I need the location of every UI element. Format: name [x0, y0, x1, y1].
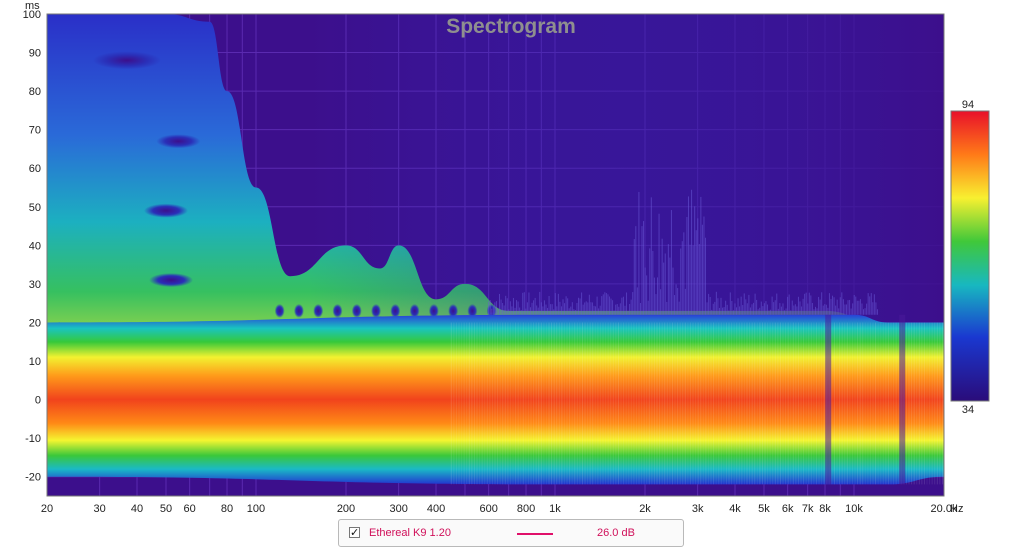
null-spot: [448, 303, 459, 318]
x-tick-label: 10k: [845, 503, 863, 515]
y-tick-label: 100: [23, 9, 41, 21]
x-tick-label: 600: [479, 503, 497, 515]
null-spot: [313, 303, 324, 318]
y-tick-label: 40: [29, 240, 41, 252]
x-tick-label: 7k: [802, 503, 814, 515]
band-gap: [899, 314, 906, 485]
y-tick-label: 90: [29, 48, 41, 60]
x-tick-label: 2k: [639, 503, 651, 515]
legend-series-value: 26.0 dB: [597, 527, 635, 539]
null-spot: [149, 273, 194, 288]
null-spot: [390, 303, 401, 318]
x-tick-label: 30: [94, 503, 106, 515]
x-tick-label: 4k: [729, 503, 741, 515]
null-spot: [274, 303, 285, 318]
x-tick-label: 300: [389, 503, 407, 515]
x-tick-label: 50: [160, 503, 172, 515]
x-tick-label: 40: [131, 503, 143, 515]
null-spot: [156, 134, 201, 149]
low-frequency-nulls: [92, 51, 497, 337]
x-tick-label: 400: [427, 503, 445, 515]
x-tick-label: 20: [41, 503, 53, 515]
y-tick-label: -10: [25, 433, 41, 445]
decay-region: [47, 14, 944, 362]
x-axis-unit: Hz: [950, 503, 963, 515]
null-spot: [92, 51, 161, 70]
x-tick-label: 200: [337, 503, 355, 515]
y-tick-label: 10: [29, 356, 41, 368]
y-tick-label: -20: [25, 472, 41, 484]
y-tick-label: 70: [29, 125, 41, 137]
null-spot: [143, 203, 188, 218]
x-tick-label: 800: [517, 503, 535, 515]
x-tick-label: 3k: [692, 503, 704, 515]
y-tick-label: 20: [29, 317, 41, 329]
colorbar: [950, 110, 990, 402]
colorbar-max-label: 94: [962, 99, 974, 111]
y-tick-label: 30: [29, 279, 41, 291]
legend-checkbox[interactable]: ✓: [349, 526, 360, 539]
x-axis-ticks: 20 30 40 50 60 80 100 200 300 400 600 800 1k 2k 3k 4k 5k…: [41, 503, 958, 515]
x-tick-label: 8k: [819, 503, 831, 515]
null-spot: [467, 303, 478, 318]
y-tick-label: 60: [29, 163, 41, 175]
null-spot: [332, 303, 343, 318]
null-spot: [428, 303, 439, 318]
x-tick-label: 6k: [782, 503, 794, 515]
legend-series-name: Ethereal K9 1.20: [369, 527, 451, 539]
x-tick-label: 1k: [549, 503, 561, 515]
x-tick-label: 100: [247, 503, 265, 515]
legend-series-swatch: [517, 533, 553, 535]
chart-title: Spectrogram: [446, 15, 576, 38]
y-tick-label: 0: [35, 395, 41, 407]
high-level-band: [47, 314, 944, 485]
y-tick-label: 80: [29, 86, 41, 98]
x-tick-label: 60: [184, 503, 196, 515]
null-spot: [371, 303, 382, 318]
null-spot: [293, 303, 304, 318]
y-axis-unit: ms: [25, 0, 40, 12]
null-spot: [351, 303, 362, 318]
frequency-streaks: [450, 189, 943, 485]
colorbar-min-label: 34: [962, 404, 974, 416]
legend: ✓ Ethereal K9 1.20 26.0 dB: [338, 519, 684, 547]
x-tick-label: 80: [221, 503, 233, 515]
y-tick-label: 50: [29, 202, 41, 214]
null-spot: [409, 303, 420, 318]
x-tick-label: 20.0k: [931, 503, 958, 515]
plot-frame: [46, 13, 945, 497]
x-tick-label: 5k: [758, 503, 770, 515]
band-gap: [825, 314, 832, 485]
